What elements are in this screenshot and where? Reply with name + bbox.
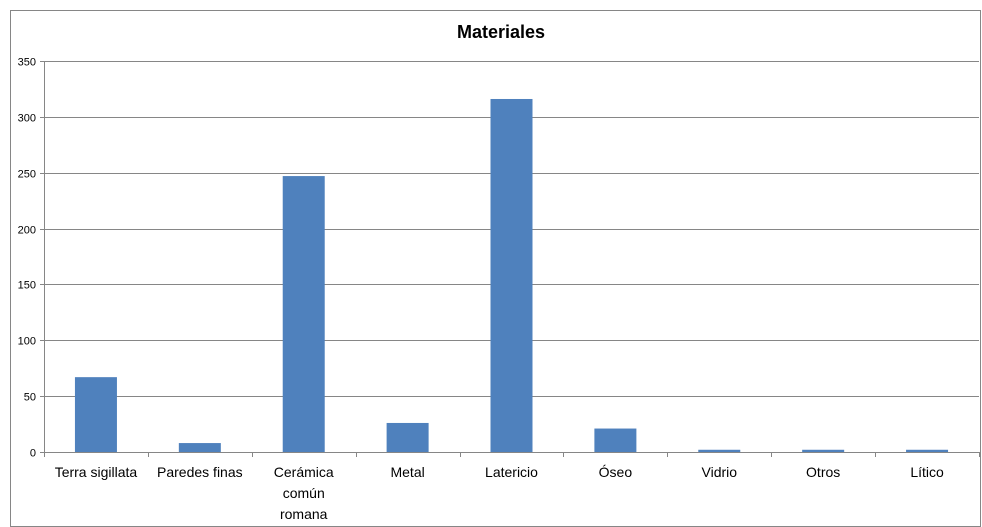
x-category-label-line: Otros <box>806 464 840 480</box>
y-tick-label: 150 <box>18 280 36 292</box>
y-tick-label: 0 <box>30 448 36 460</box>
bar <box>802 449 845 452</box>
x-category-label: Óseo <box>599 464 633 480</box>
y-axis-ticks: 0 50 100 150 200 250 300 350 <box>18 57 44 460</box>
x-category-label-line: Metal <box>390 464 424 480</box>
y-tick-label: 300 <box>18 113 36 125</box>
bar <box>490 98 533 453</box>
y-tick-label: 100 <box>18 336 36 348</box>
y-tick-label: 50 <box>24 392 36 404</box>
y-tick-label: 200 <box>18 225 36 237</box>
x-category-label: Metal <box>390 464 424 480</box>
x-category-label-line: Latericio <box>485 464 538 480</box>
bar <box>282 176 325 452</box>
x-category-label: Terra sigillata <box>55 464 138 480</box>
x-category-label-line: Cerámica <box>274 464 334 480</box>
y-tick-label: 250 <box>18 169 36 181</box>
bars <box>74 98 949 453</box>
x-category-label-line: Óseo <box>599 464 633 480</box>
bar <box>906 449 949 452</box>
bar <box>74 377 117 452</box>
bar <box>698 449 741 452</box>
bar <box>594 428 637 452</box>
x-category-label-line: común <box>283 485 325 501</box>
x-category-label: Otros <box>806 464 840 480</box>
x-category-label: Paredes finas <box>157 464 243 480</box>
x-category-label-line: romana <box>280 506 328 522</box>
x-category-label-line: Lítico <box>910 464 944 480</box>
chart-title: Materiales <box>457 22 545 42</box>
x-category-label: Cerámica común romana <box>274 464 334 522</box>
x-axis <box>44 61 980 457</box>
x-category-label: Lítico <box>910 464 944 480</box>
x-category-label: Vidrio <box>702 464 738 480</box>
x-category-label: Latericio <box>485 464 538 480</box>
y-tick-label: 350 <box>18 57 36 69</box>
x-category-label-line: Paredes finas <box>157 464 243 480</box>
x-category-label-line: Terra sigillata <box>55 464 138 480</box>
x-axis-labels: Terra sigillata Paredes finas Cerámica comú… <box>55 464 944 522</box>
bar <box>178 443 221 452</box>
bar <box>386 422 429 452</box>
x-category-label-line: Vidrio <box>702 464 738 480</box>
